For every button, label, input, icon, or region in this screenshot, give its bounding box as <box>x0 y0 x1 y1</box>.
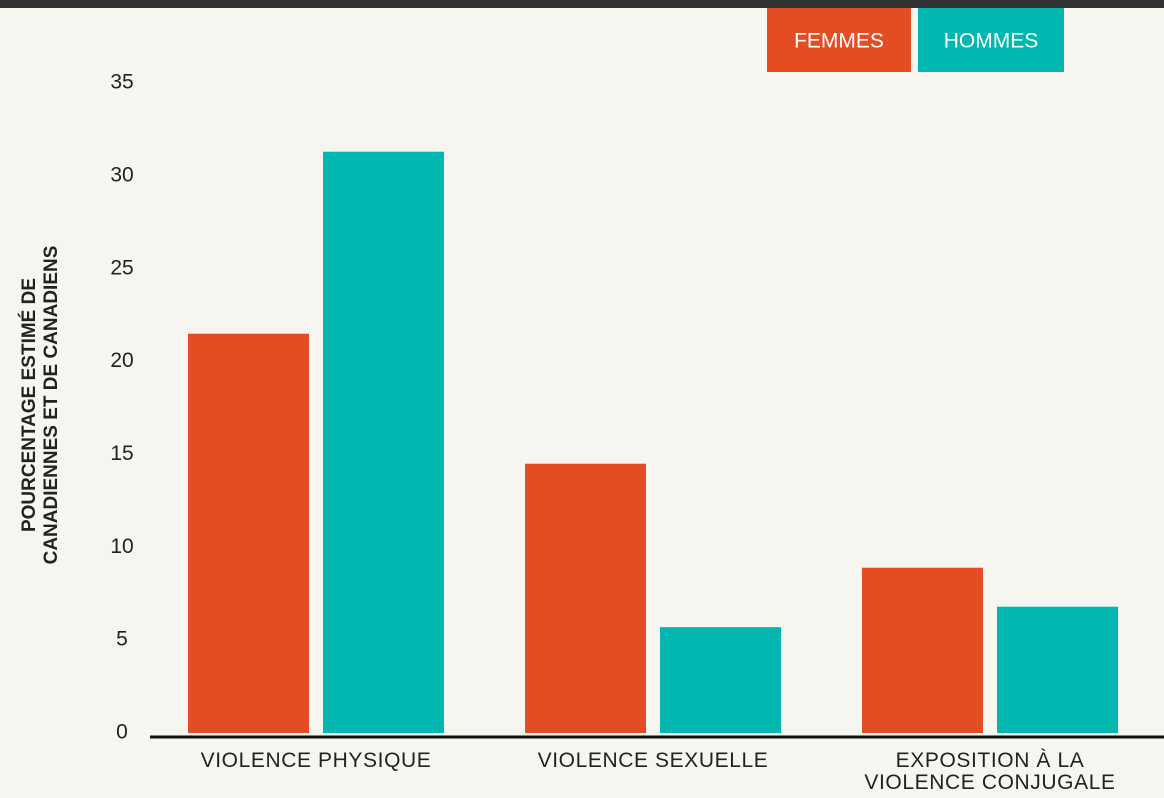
y-tick-label: 20 <box>110 349 133 372</box>
y-tick-label: 0 <box>116 721 128 744</box>
bar <box>323 151 444 733</box>
y-tick-label: 30 <box>110 163 133 186</box>
top-bar <box>0 0 1164 8</box>
y-tick-label: 25 <box>110 256 133 279</box>
y-axis-title: POURCENTAGE ESTIMÉ DE CANADIENNES ET DE … <box>18 246 62 565</box>
legend-label: HOMMES <box>944 30 1039 53</box>
bar <box>188 333 309 733</box>
y-axis-title-line: CANADIENNES ET DE CANADIENS <box>41 246 62 565</box>
y-tick-label: 15 <box>110 442 133 465</box>
bar <box>862 567 983 733</box>
x-tick-label: EXPOSITION À LA VIOLENCE CONJUGALE <box>864 749 1116 794</box>
y-tick-label: 5 <box>116 628 128 651</box>
bar <box>997 606 1118 733</box>
y-tick-label: 10 <box>110 535 133 558</box>
bar <box>660 627 781 733</box>
x-tick-label: VIOLENCE PHYSIQUE <box>200 749 432 772</box>
x-tick-label: VIOLENCE SEXUELLE <box>537 749 769 772</box>
legend-swatch <box>918 8 1064 72</box>
y-axis-title-line: POURCENTAGE ESTIMÉ DE <box>18 278 40 532</box>
y-tick-label: 35 <box>110 71 133 94</box>
legend-label: FEMMES <box>794 30 884 53</box>
bar <box>525 463 646 733</box>
legend-swatch <box>767 8 911 72</box>
